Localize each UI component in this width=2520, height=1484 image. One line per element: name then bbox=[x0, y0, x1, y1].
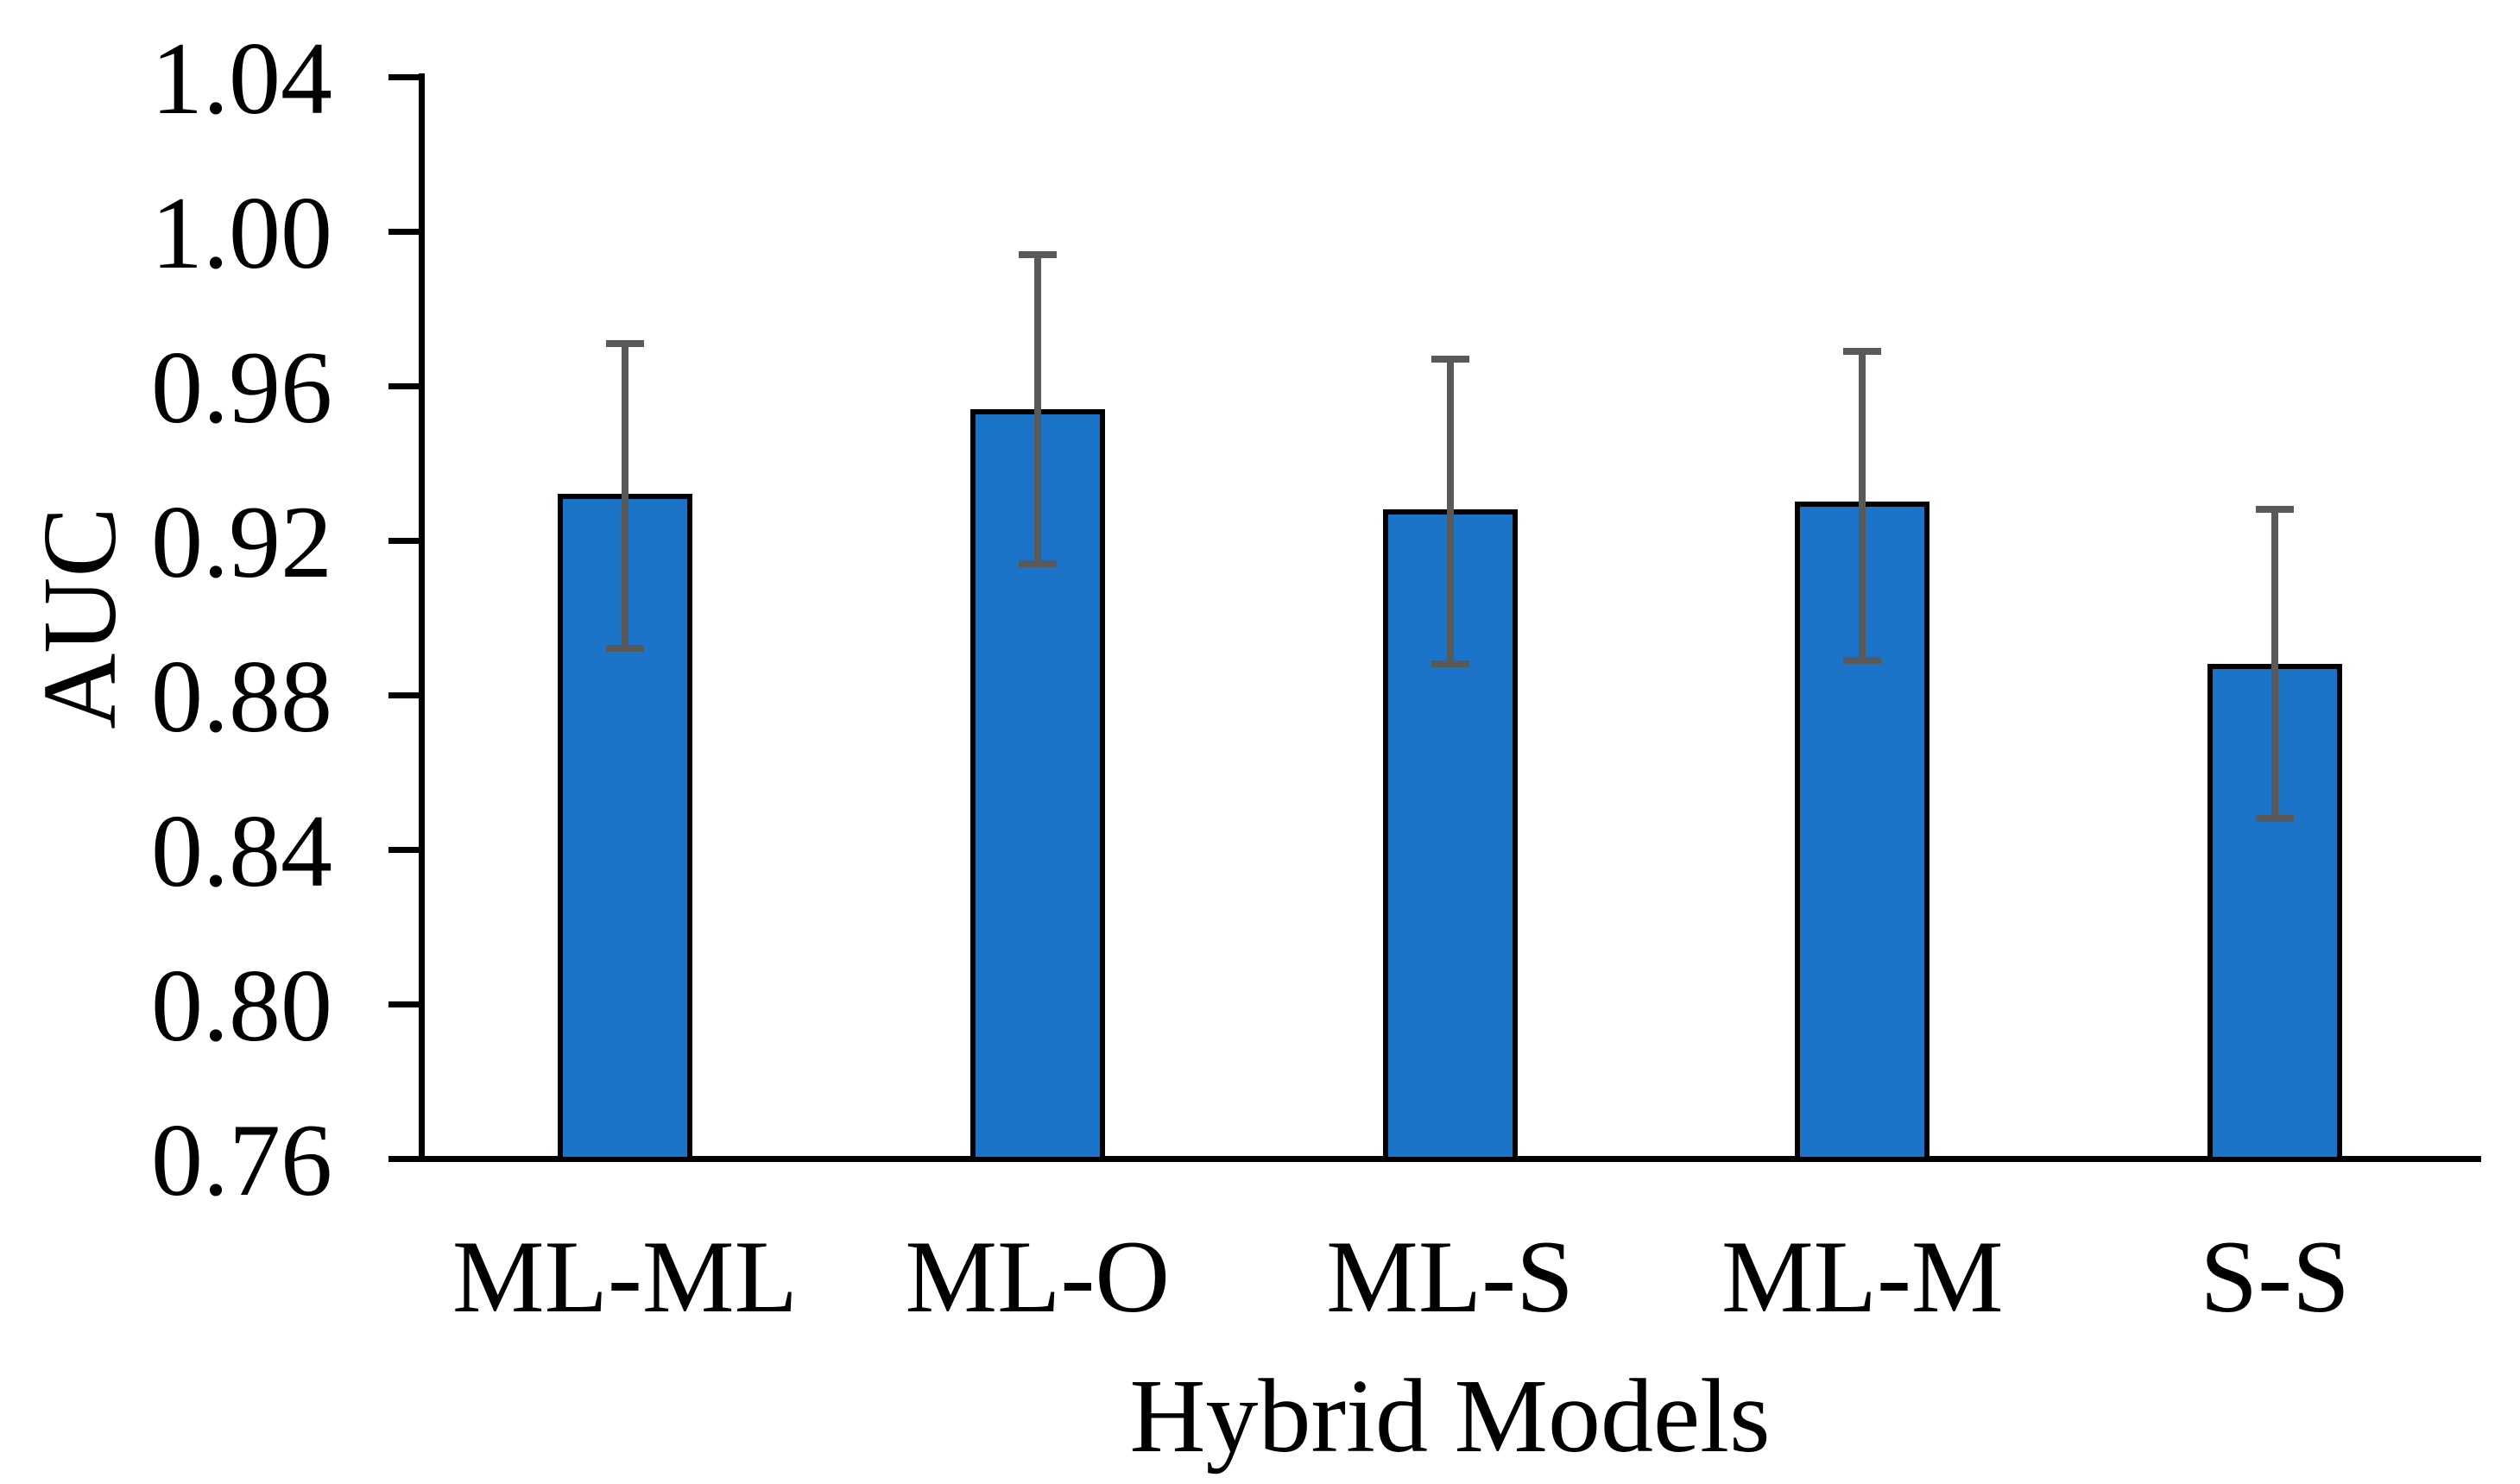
error-bar-ml-ml bbox=[621, 343, 628, 649]
x-category-label-ml-m: ML-M bbox=[1721, 1219, 2004, 1334]
y-tick bbox=[388, 1001, 419, 1007]
x-category-label-ml-o: ML-O bbox=[905, 1219, 1170, 1334]
error-bar-ml-o bbox=[1033, 254, 1041, 564]
y-tick bbox=[388, 73, 419, 80]
y-tick-label: 1.00 bbox=[151, 175, 332, 290]
error-bar-bottom-cap-s-s bbox=[2256, 815, 2295, 823]
error-bar-top-cap-ml-s bbox=[1431, 355, 1469, 363]
error-bar-ml-m bbox=[1859, 350, 1866, 660]
y-axis-line bbox=[419, 73, 425, 1162]
error-bar-top-cap-s-s bbox=[2256, 506, 2295, 514]
y-tick bbox=[388, 537, 419, 544]
y-tick bbox=[388, 1155, 419, 1162]
y-tick-label: 0.88 bbox=[151, 639, 332, 754]
y-tick-label: 1.04 bbox=[151, 21, 332, 136]
y-tick bbox=[388, 228, 419, 235]
error-bar-ml-s bbox=[1446, 358, 1454, 665]
x-category-label-ml-s: ML-S bbox=[1326, 1219, 1574, 1334]
x-category-label-ml-ml: ML-ML bbox=[452, 1219, 798, 1334]
error-bar-s-s bbox=[2271, 509, 2279, 819]
error-bar-bottom-cap-ml-s bbox=[1431, 660, 1469, 668]
y-tick bbox=[388, 846, 419, 853]
error-bar-top-cap-ml-o bbox=[1018, 250, 1057, 258]
error-bar-bottom-cap-ml-o bbox=[1018, 559, 1057, 567]
y-tick-label: 0.96 bbox=[151, 330, 332, 445]
y-tick-label: 0.92 bbox=[151, 484, 332, 599]
x-category-label-s-s: S-S bbox=[2200, 1219, 2350, 1334]
y-tick bbox=[388, 382, 419, 389]
error-bar-top-cap-ml-m bbox=[1843, 347, 1882, 355]
error-bar-bottom-cap-ml-m bbox=[1843, 656, 1882, 664]
error-bar-top-cap-ml-ml bbox=[605, 339, 644, 347]
y-tick-label: 0.80 bbox=[151, 948, 332, 1063]
y-tick-label: 0.76 bbox=[151, 1102, 332, 1217]
y-tick-label: 0.84 bbox=[151, 793, 332, 908]
bar-ml-m bbox=[1795, 502, 1930, 1162]
y-tick bbox=[388, 691, 419, 698]
x-axis-title: Hybrid Models bbox=[1129, 1358, 1771, 1475]
error-bar-bottom-cap-ml-ml bbox=[605, 645, 644, 653]
